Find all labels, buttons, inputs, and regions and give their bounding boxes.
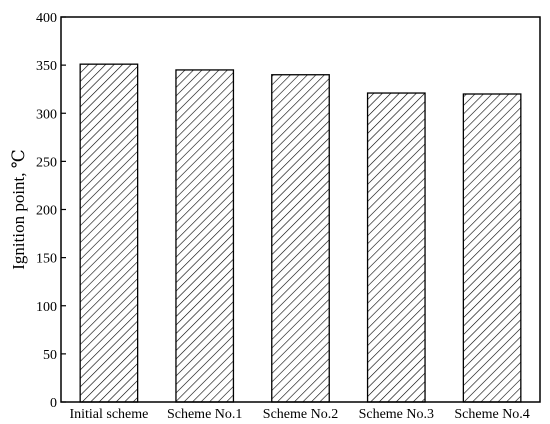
y-tick-label: 400 [36, 11, 57, 26]
y-tick-label: 100 [36, 300, 57, 315]
y-tick-label: 350 [36, 59, 57, 74]
bar-5 [462, 93, 522, 403]
bar-3 [271, 74, 330, 403]
y-axis-title: Ignition point, ℃ [9, 149, 28, 270]
x-axis: Initial scheme Scheme No.1 Scheme No.2 Sche… [69, 407, 529, 422]
x-tick-label: Scheme No.1 [167, 407, 242, 422]
y-tick-label: 300 [36, 107, 57, 122]
bar-2 [175, 69, 235, 403]
bar-1 [79, 63, 139, 403]
bar-4 [366, 92, 426, 403]
x-tick-label: Scheme No.3 [359, 407, 434, 422]
x-tick-label: Scheme No.4 [454, 407, 529, 422]
y-tick-label: 50 [43, 348, 57, 363]
bars-layer [79, 63, 522, 403]
x-tick-label: Scheme No.2 [263, 407, 338, 422]
y-axis: 0 50 100 150 200 250 300 350 400 [36, 11, 66, 411]
x-tick-label: Initial scheme [69, 407, 148, 422]
y-tick-label: 250 [36, 155, 57, 170]
y-tick-label: 150 [36, 252, 57, 267]
y-tick-label: 0 [50, 396, 57, 411]
y-tick-label: 200 [36, 204, 57, 219]
